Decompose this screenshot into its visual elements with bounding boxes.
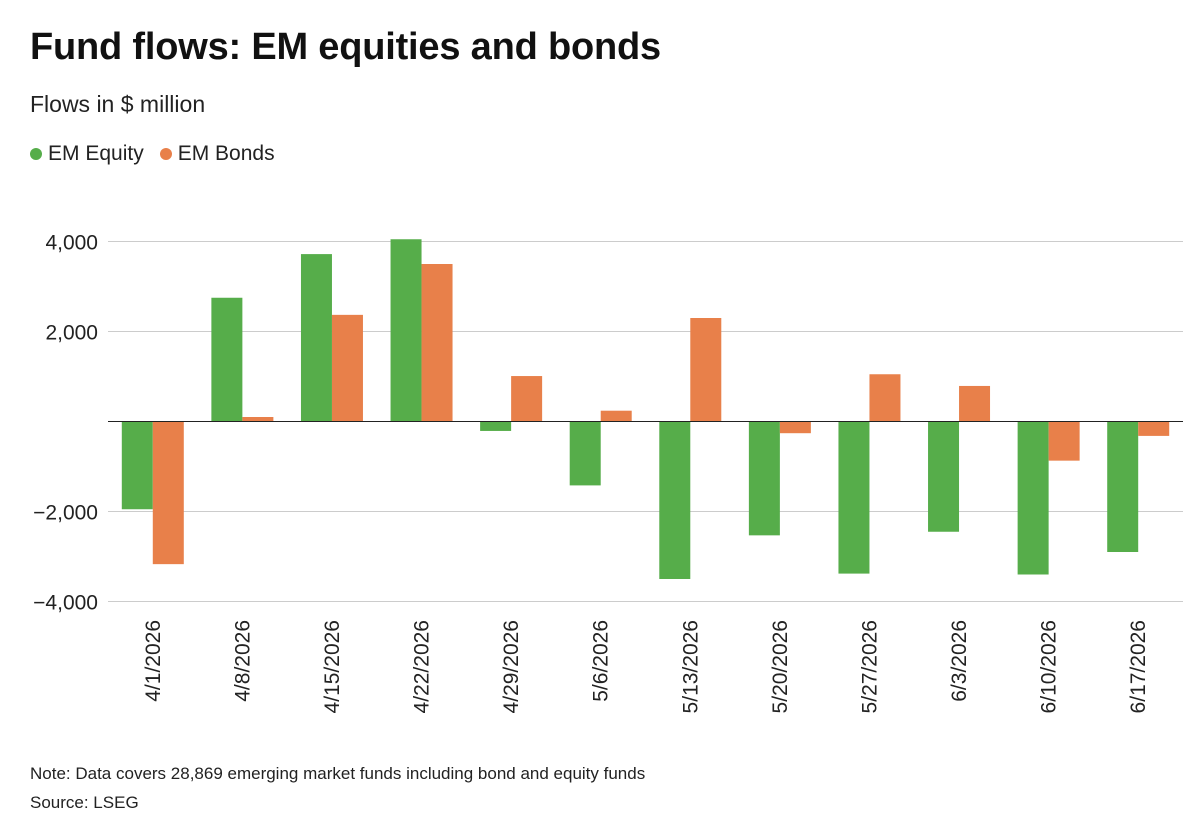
- x-tick-label: 4/22/2026: [411, 620, 434, 713]
- bar-em-bonds: [600, 410, 632, 422]
- x-tick-label: 4/1/2026: [142, 620, 165, 702]
- x-tick-label: 6/17/2026: [1127, 620, 1150, 713]
- x-tick-label: 4/29/2026: [500, 620, 523, 713]
- bar-em-equity: [211, 297, 243, 422]
- bar-em-equity: [121, 421, 153, 510]
- legend: EM Equity EM Bonds: [30, 142, 291, 166]
- source-line: Source: LSEG: [30, 793, 139, 812]
- x-tick-label: 5/27/2026: [858, 620, 881, 713]
- x-tick-label: 5/6/2026: [590, 620, 613, 702]
- bar-em-equity: [300, 254, 332, 422]
- x-tick-label: 4/15/2026: [321, 620, 344, 713]
- bar-em-bonds: [690, 318, 722, 422]
- legend-label-equity: EM Equity: [48, 142, 144, 165]
- x-tick-label: 4/8/2026: [231, 620, 254, 702]
- bar-em-bonds: [511, 376, 543, 422]
- x-tick-label: 5/20/2026: [769, 620, 792, 713]
- bar-em-bonds: [1048, 421, 1080, 461]
- y-tick-label: −4,000: [33, 592, 98, 615]
- chart-subtitle: Flows in $ million: [30, 91, 206, 117]
- bar-em-equity: [748, 421, 780, 536]
- footnote: Note: Data covers 28,869 emerging market…: [30, 764, 646, 783]
- bar-em-equity: [838, 421, 870, 574]
- bar-em-bonds: [779, 421, 811, 434]
- chart-title: Fund flows: EM equities and bonds: [30, 26, 661, 68]
- bar-em-bonds: [1138, 421, 1170, 436]
- bar-em-bonds: [331, 314, 363, 422]
- x-tick-label: 6/3/2026: [948, 620, 971, 702]
- bar-em-equity: [569, 421, 601, 486]
- bar-em-bonds: [869, 374, 901, 422]
- bar-em-bonds: [421, 264, 453, 422]
- y-tick-label: −2,000: [33, 502, 98, 525]
- legend-swatch-bonds: [159, 148, 172, 160]
- bar-em-equity: [659, 421, 691, 579]
- bar-em-equity: [928, 421, 960, 532]
- y-tick-label: 2,000: [45, 322, 98, 345]
- legend-item-equity: EM Equity: [30, 142, 144, 166]
- y-tick-label: 4,000: [45, 232, 98, 255]
- bar-em-equity: [1017, 421, 1049, 575]
- legend-label-bonds: EM Bonds: [177, 142, 275, 165]
- bar-em-bonds: [242, 417, 274, 422]
- legend-item-bonds: EM Bonds: [159, 142, 275, 166]
- bar-em-equity: [480, 421, 512, 431]
- bar-em-bonds: [152, 421, 184, 565]
- x-tick-label: 5/13/2026: [679, 620, 702, 713]
- bar-em-equity: [1107, 421, 1139, 552]
- bar-chart: 4,000 2,000 −2,000 −4,000 4/1/2026 4/8/2026 4/…: [33, 232, 1183, 713]
- bar-em-bonds: [959, 385, 991, 422]
- x-tick-label: 6/10/2026: [1038, 620, 1061, 713]
- legend-swatch-equity: [30, 148, 42, 160]
- bar-em-equity: [390, 239, 422, 422]
